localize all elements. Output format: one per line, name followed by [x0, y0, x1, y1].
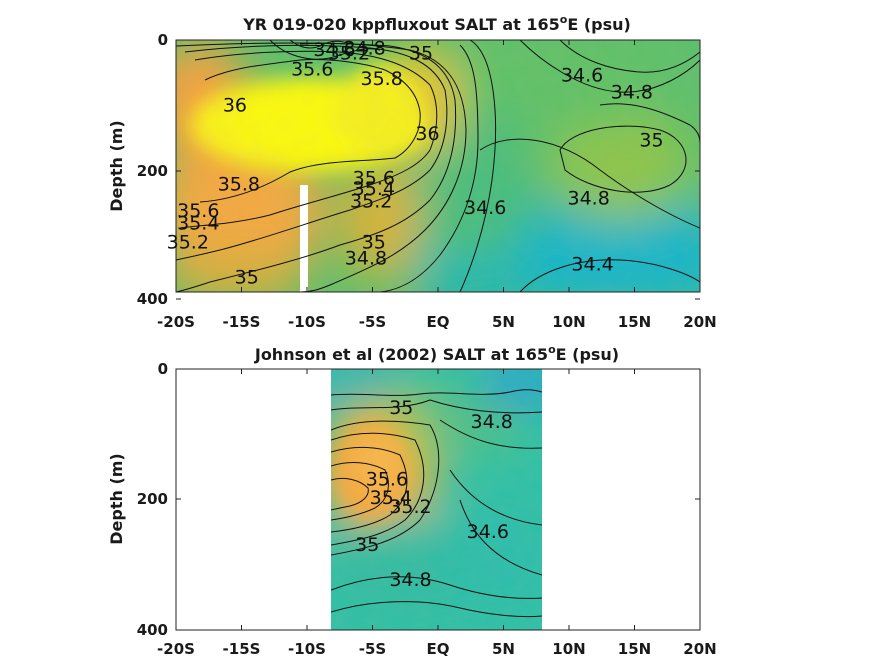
panel-2-field: [331, 369, 542, 630]
contour-label: 36: [223, 94, 247, 116]
contour-label: 34.8: [471, 411, 513, 433]
x-tick-label: EQ: [427, 640, 450, 656]
x-tick-label: -5S: [359, 313, 386, 331]
panel-1-contour-labels: 34.634.835.235.63535.8363634.634.83535.8…: [167, 38, 664, 289]
contour-label: 35.4: [370, 487, 412, 509]
contour-label: 35.2: [350, 191, 392, 213]
contour-label: 34.8: [611, 82, 653, 104]
contour-label: 36: [415, 123, 439, 145]
panel-1-field: [176, 40, 700, 292]
x-tick-label: 20N: [683, 313, 716, 331]
panel-2: Johnson et al (2002) SALT at 165oE (psu): [107, 343, 717, 656]
contour-label: 35.2: [328, 43, 370, 65]
contour-label: 35: [235, 266, 259, 288]
contour-label: 34.8: [567, 188, 609, 210]
x-tick-label: -15S: [223, 313, 261, 331]
contour-label: 34.6: [313, 39, 355, 61]
contour-label: 35.4: [177, 213, 219, 235]
contour-label: 35.8: [218, 174, 260, 196]
x-tick-label: -20S: [157, 640, 195, 656]
contour-label: 34.6: [561, 65, 603, 87]
contour-label: 35.4: [353, 178, 395, 200]
y-tick-label: 200: [137, 162, 168, 180]
x-tick-label: 20N: [683, 640, 716, 656]
panel-2-ylabel: Depth (m): [107, 453, 126, 545]
panel-2-contour-labels: 35 34.8 35.635.435.2 34.6 35 34.8: [355, 397, 513, 591]
x-tick-label: -10S: [288, 313, 326, 331]
x-tick-label: 10N: [552, 640, 585, 656]
x-tick-label: EQ: [427, 313, 450, 331]
x-tick-label: 15N: [618, 640, 651, 656]
y-tick-label: 400: [137, 621, 168, 639]
contour-label: 35.6: [353, 167, 395, 189]
y-tick-label: 0: [158, 360, 168, 378]
contour-label: 34.6: [467, 521, 509, 543]
contour-label: 34.4: [571, 254, 613, 276]
contour-label: 34.8: [343, 38, 385, 60]
contour-label: 34.6: [464, 197, 506, 219]
panel-2-x-ticks: -20S -15S -10S -5S EQ 5N 10N 15N 20N: [157, 369, 717, 656]
contour-label: 34.8: [345, 247, 387, 269]
panel-2-y-ticks: 0 200 400: [137, 360, 700, 639]
panel-1-x-ticks: -20S -15S -10S -5S EQ 5N 10N 15N 20N: [157, 40, 717, 331]
panel-2-title: Johnson et al (2002) SALT at 165oE (psu): [254, 343, 619, 364]
panel-1: YR 019-020 kppfluxout SALT at 165oE (psu…: [107, 13, 717, 331]
panel-1-y-ticks: 0 200 400: [137, 31, 700, 308]
contour-label: 35: [355, 534, 379, 556]
y-tick-label: 0: [158, 31, 168, 49]
panel-2-contours: [331, 389, 542, 618]
x-tick-label: -20S: [157, 313, 195, 331]
x-tick-label: 10N: [552, 313, 585, 331]
x-tick-label: 5N: [492, 640, 515, 656]
contour-label: 35.8: [361, 68, 403, 90]
contour-label: 34.8: [389, 569, 431, 591]
x-tick-label: -10S: [288, 640, 326, 656]
x-tick-label: 5N: [492, 313, 515, 331]
contour-label: 35: [409, 43, 433, 65]
x-tick-label: 15N: [618, 313, 651, 331]
contour-label: 35.2: [389, 496, 431, 518]
y-tick-label: 400: [137, 290, 168, 308]
y-tick-label: 200: [137, 490, 168, 508]
x-tick-label: -5S: [359, 640, 386, 656]
panel-1-contours: [176, 40, 700, 292]
contour-label: 35.6: [366, 469, 408, 491]
contour-label: 35.2: [167, 232, 209, 254]
x-tick-label: -15S: [223, 640, 261, 656]
contour-label: 35.6: [291, 58, 333, 80]
panel-1-title: YR 019-020 kppfluxout SALT at 165oE (psu…: [242, 13, 631, 34]
contour-label: 35: [389, 397, 413, 419]
contour-label: 35.6: [177, 200, 219, 222]
contour-label: 35: [639, 130, 663, 152]
panel-1-ylabel: Depth (m): [107, 120, 126, 212]
contour-label: 35: [362, 232, 386, 254]
